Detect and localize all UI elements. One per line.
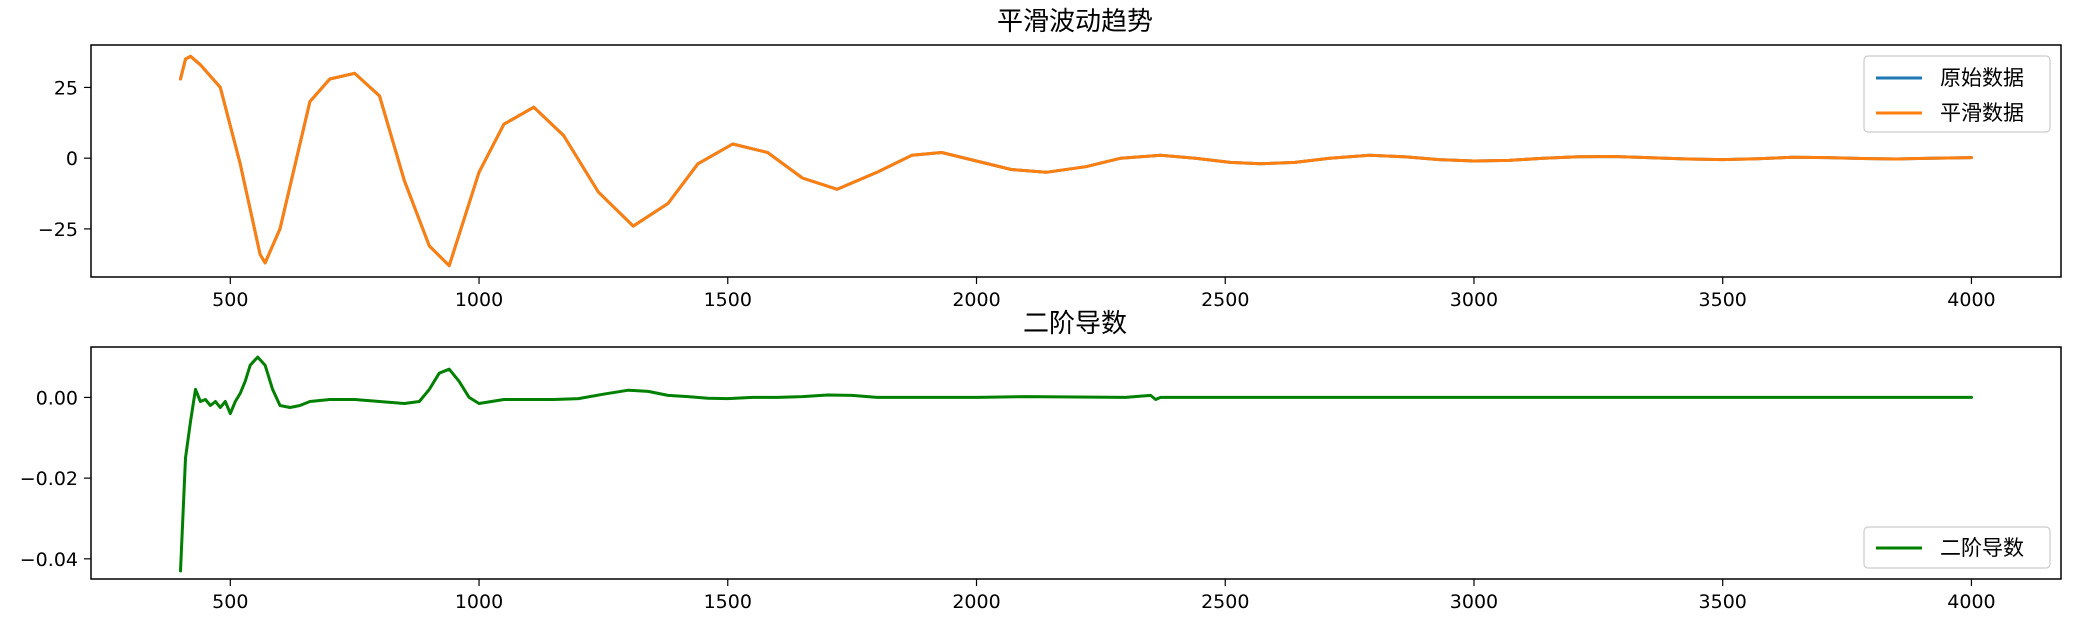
legend-box — [1863, 526, 2051, 569]
series-line-0 — [179, 355, 1973, 573]
x-tick-label: 500 — [212, 591, 248, 613]
chart-title: 二阶导数 — [1023, 309, 1127, 339]
x-tick-label: 3000 — [1450, 591, 1498, 613]
y-axis: 25 0 −25 — [38, 77, 91, 241]
series-line-1 — [179, 54, 1973, 268]
x-tick-label: 2000 — [952, 591, 1000, 613]
x-tick-label: 1000 — [455, 289, 503, 311]
chart-title: 平滑波动趋势 — [997, 7, 1153, 37]
x-tick-label: 4000 — [1947, 591, 1995, 613]
legend: 二阶导数 — [1863, 526, 2051, 569]
y-axis: 0.00 −0.02 −0.04 — [20, 387, 91, 571]
x-axis: 500 1000 1500 2000 2500 3000 3500 4000 — [212, 277, 1996, 311]
series-layer — [179, 54, 1973, 268]
legend-label-smooth: 平滑数据 — [1940, 101, 2024, 125]
y-tick-label: 25 — [54, 77, 78, 99]
x-tick-label: 4000 — [1947, 289, 1995, 311]
x-tick-label: 1500 — [704, 289, 752, 311]
x-tick-label: 3500 — [1699, 591, 1747, 613]
y-tick-label: 0 — [66, 148, 78, 170]
y-tick-label: −0.04 — [20, 549, 78, 571]
legend: 原始数据 平滑数据 — [1863, 55, 2051, 133]
series-layer — [179, 355, 1973, 573]
axes-frame — [90, 346, 2062, 580]
x-tick-label: 3500 — [1699, 289, 1747, 311]
y-tick-label: −25 — [38, 219, 78, 241]
axes-frame — [90, 44, 2062, 278]
x-tick-label: 500 — [212, 289, 248, 311]
chart-panel-second-derivative: 二阶导数 500 1000 1500 2000 2500 3000 3500 4000 0.0… — [20, 309, 2062, 613]
x-tick-label: 2000 — [952, 289, 1000, 311]
y-tick-label: 0.00 — [36, 387, 78, 409]
x-tick-label: 1500 — [704, 591, 752, 613]
legend-label-derivative: 二阶导数 — [1940, 536, 2024, 560]
x-axis: 500 1000 1500 2000 2500 3000 3500 4000 — [212, 579, 1996, 613]
legend-label-raw: 原始数据 — [1940, 66, 2024, 90]
chart-panel-smooth: 平滑波动趋势 500 1000 1500 2000 2500 3000 3500 4000 2… — [38, 7, 2062, 311]
y-tick-label: −0.02 — [20, 468, 78, 490]
x-tick-label: 2500 — [1201, 289, 1249, 311]
x-tick-label: 2500 — [1201, 591, 1249, 613]
x-tick-label: 1000 — [455, 591, 503, 613]
x-tick-label: 3000 — [1450, 289, 1498, 311]
